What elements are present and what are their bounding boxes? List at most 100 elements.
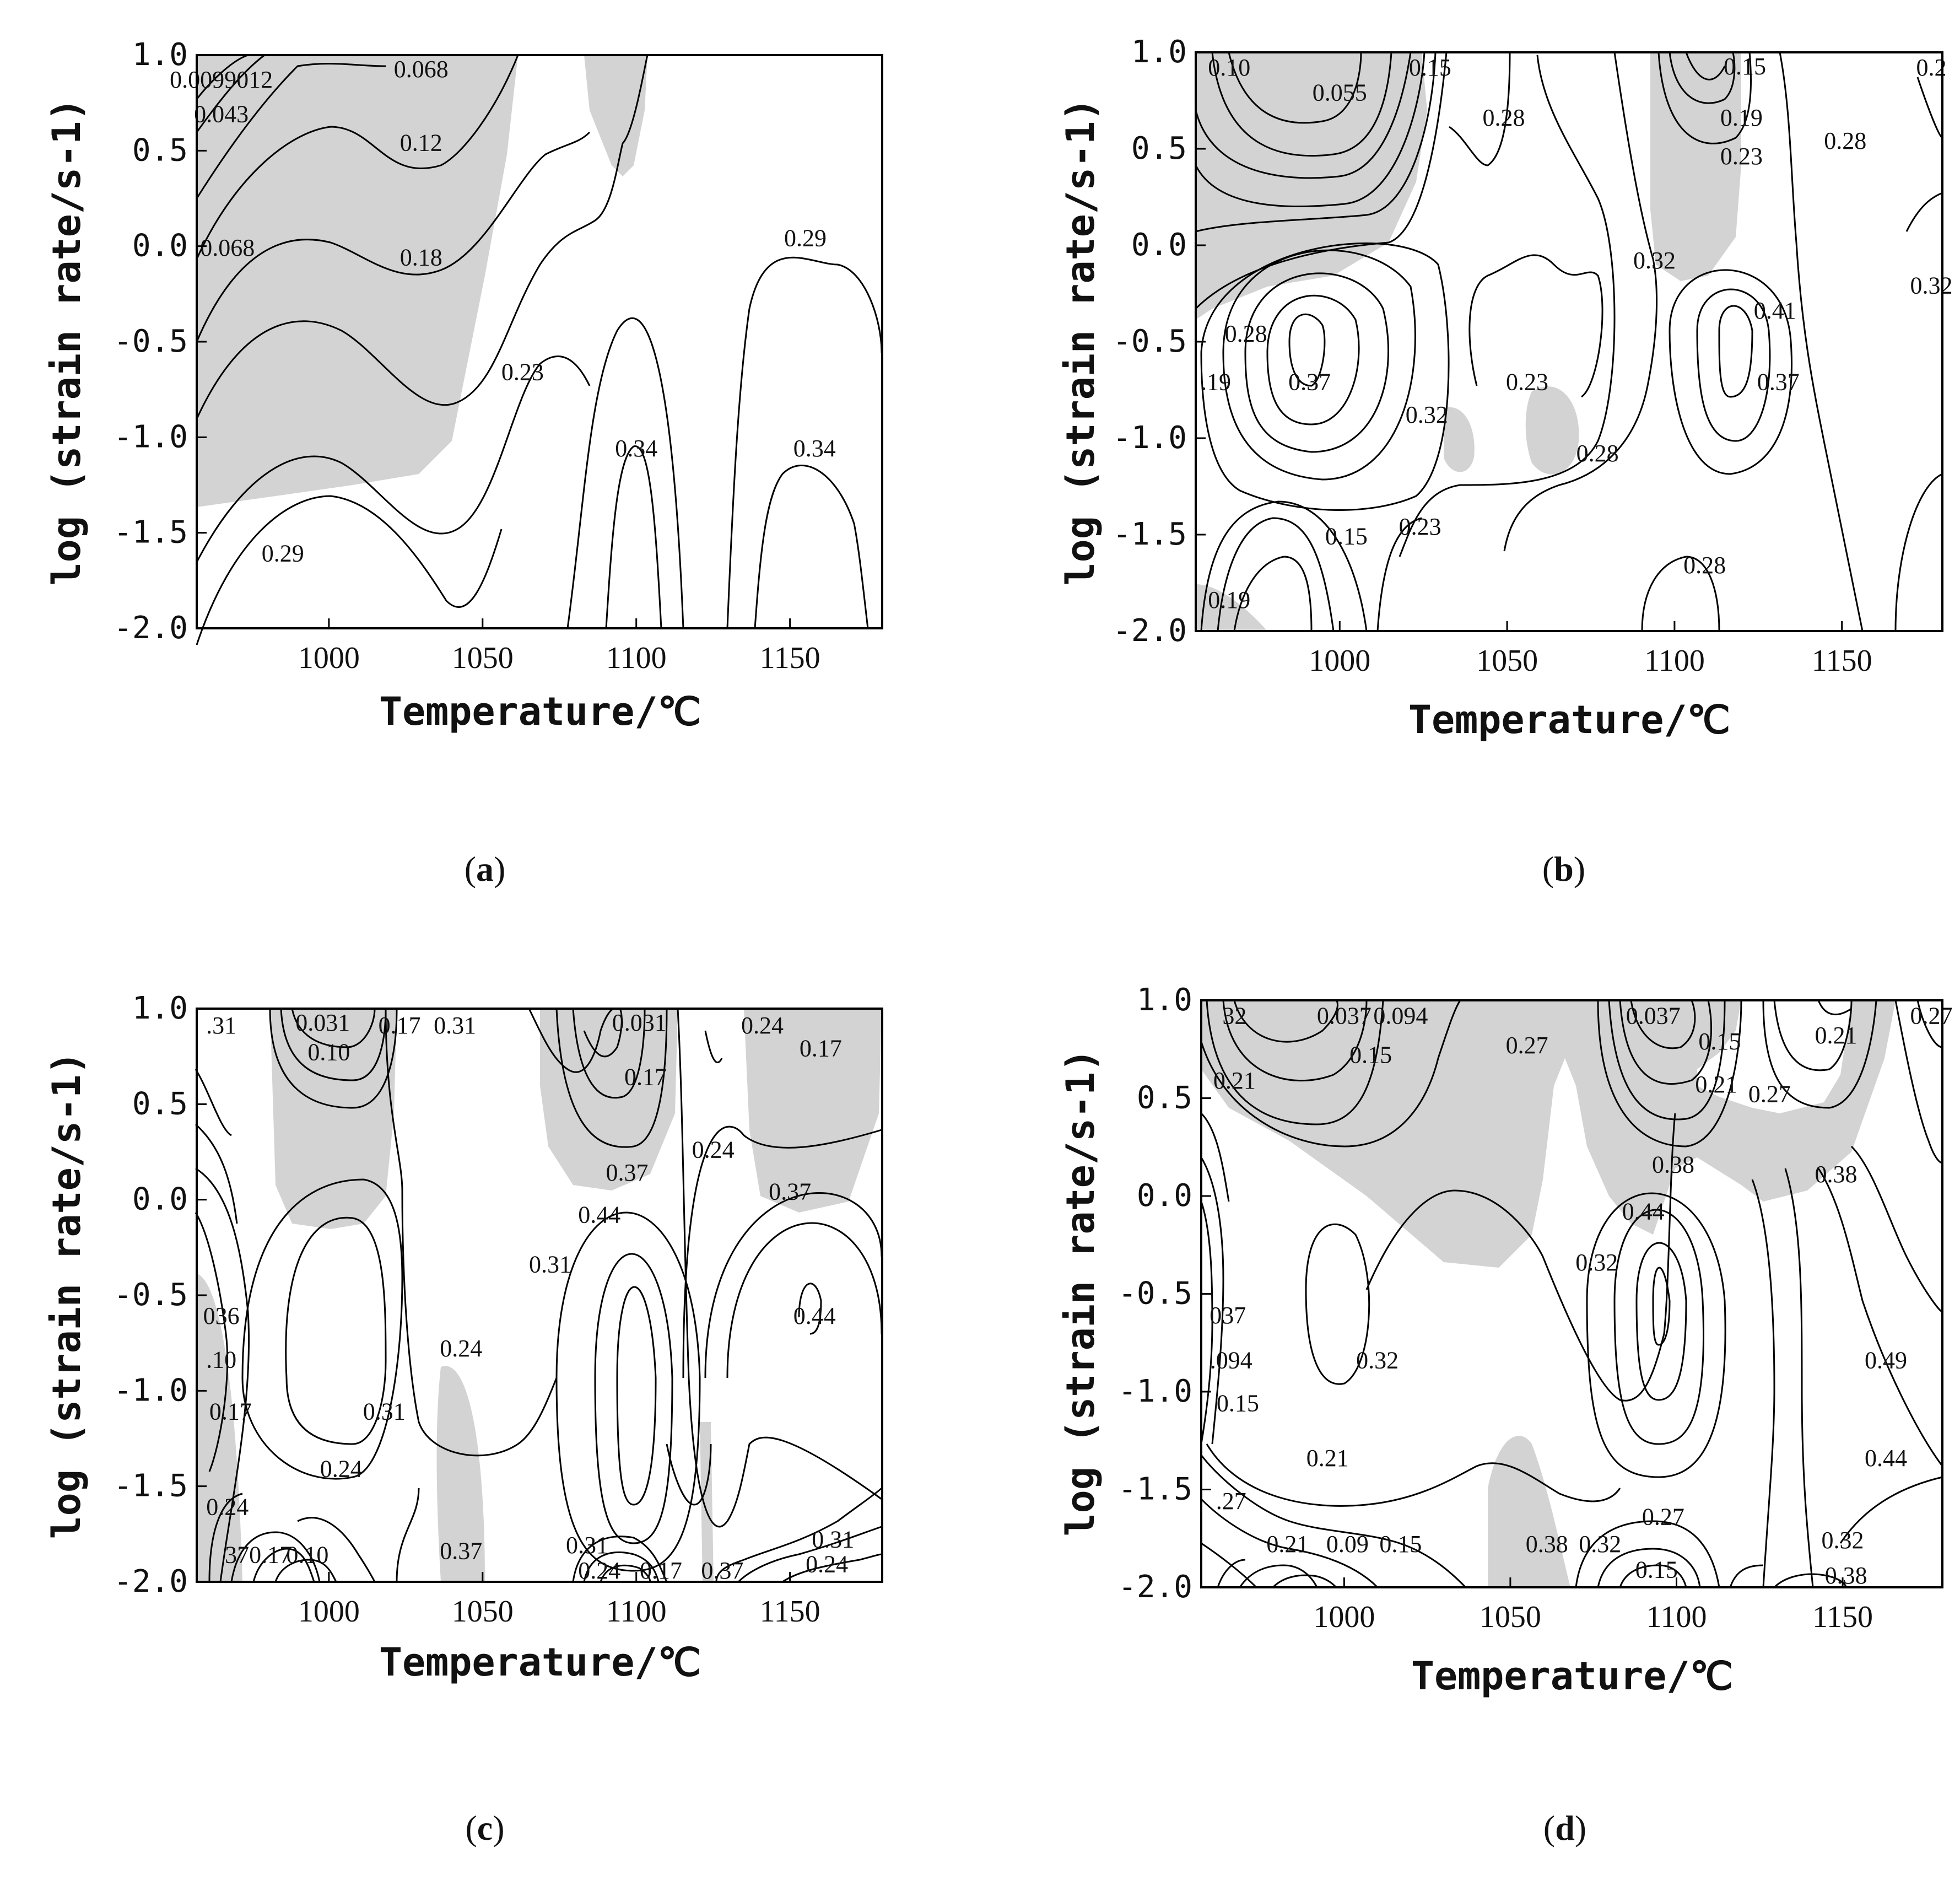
x-tick-label: 1000 xyxy=(1313,1600,1375,1634)
x-axis-title: Temperature/℃ xyxy=(379,689,701,734)
contour-label: 0.068 xyxy=(200,234,255,261)
y-tick-label: -2.0 xyxy=(1118,1569,1192,1605)
shaded-region xyxy=(1488,1436,1570,1587)
x-tick-label: 1000 xyxy=(298,1595,360,1629)
contour-label: 0.24 xyxy=(806,1551,848,1578)
contour-label: 0.12 xyxy=(400,129,442,156)
contour-label: 0.31 xyxy=(434,1012,476,1039)
contour-label: 0.27 xyxy=(1748,1081,1791,1108)
y-tick-label: -0.5 xyxy=(1113,324,1187,359)
contour-label: 0.31 xyxy=(812,1526,854,1553)
contour-chart-a: 0.068 0.0099012 0.043 0.12 0.068 0.18 0.29 0.23… xyxy=(44,37,883,734)
contour-label: 0.031 xyxy=(612,1009,667,1036)
contour-chart-c: 0.031 .31 0.10 0.17 0.31 0.031 0.24 0.17 0.17 0.2… xyxy=(44,990,883,1685)
contour-label: 0.24 xyxy=(578,1557,620,1584)
contour-label: 0.23 xyxy=(501,358,544,385)
axis-ticks: 1000 1050 1100 1150 -2.0 -1.5 -1.0 -0.5 0.0 0.5 1.… xyxy=(114,990,820,1629)
contour-label: 0.37 xyxy=(1757,369,1800,396)
x-tick-label: 1050 xyxy=(452,641,514,675)
contour-label: 0.21 xyxy=(1213,1067,1256,1094)
y-axis-title: log (strain rate/s-1) xyxy=(44,1051,89,1539)
contour-label: .094 xyxy=(1210,1346,1252,1373)
y-axis-title: log (strain rate/s-1) xyxy=(44,98,89,585)
contour-label: 0.17 xyxy=(624,1064,667,1091)
y-tick-label: 0.0 xyxy=(132,1182,188,1218)
y-tick-label: -1.5 xyxy=(1118,1472,1192,1507)
contour-label: 0.24 xyxy=(206,1494,249,1521)
y-tick-label: 0.5 xyxy=(132,1086,188,1122)
y-tick-label: 0.5 xyxy=(1137,1080,1192,1116)
y-tick-label: 1.0 xyxy=(1131,34,1187,70)
contour-label: 0.10 xyxy=(286,1541,328,1568)
contour-label: 0.32 xyxy=(1633,247,1676,274)
contour-label: 0.15 xyxy=(1698,1028,1741,1055)
contour-label: 0.28 xyxy=(1576,440,1619,467)
y-tick-label: 0.5 xyxy=(1131,131,1187,166)
contour-label: 0.27 xyxy=(1506,1032,1548,1059)
y-tick-label: -1.5 xyxy=(1113,516,1187,552)
contour-label: 0.068 xyxy=(394,56,449,83)
contour-label: 0.037 xyxy=(1317,1003,1372,1030)
contour-label: 0.28 xyxy=(1483,104,1525,131)
contour-label: .10 xyxy=(206,1346,236,1373)
contour-label: 0.28 xyxy=(1683,552,1726,579)
contour-label-group: 0.100.0550.150.280.150.190.230.280.20.32… xyxy=(1201,53,1953,613)
contour-label: 0.32 xyxy=(1356,1346,1399,1373)
y-tick-label: -0.5 xyxy=(114,1277,188,1313)
x-tick-label: 1000 xyxy=(298,641,360,675)
contour-label: 0.19 xyxy=(1208,586,1250,613)
contour-label: 0.23 xyxy=(1399,513,1441,540)
panel-a: 0.068 0.0099012 0.043 0.12 0.068 0.18 0.29 0.23… xyxy=(0,0,980,940)
contour-label: 370.17 xyxy=(225,1541,291,1568)
shaded-region xyxy=(540,1009,678,1191)
shaded-region xyxy=(584,55,647,176)
panel-b: 0.10 0.055 0.15 0.28 0.15 0.19 0.23 0.28 0.2 0.32… xyxy=(981,0,1960,940)
contour-label: 0.037 xyxy=(1626,1003,1681,1030)
contour-label: 0.37 xyxy=(606,1159,648,1186)
contour-label: 0.055 xyxy=(1313,79,1367,106)
x-tick-label: 1150 xyxy=(760,1595,820,1629)
panel-caption: (d) xyxy=(1543,1808,1587,1847)
panel-caption: (b) xyxy=(1542,849,1586,888)
contour-label: 0.31 xyxy=(363,1398,406,1425)
y-tick-label: 0.0 xyxy=(1131,227,1187,263)
x-tick-label: 1000 xyxy=(1309,644,1370,678)
axis-ticks: 1000 1050 1100 1150 -2.0 -1.5 -1.0 -0.5 0.0 0.5 1.… xyxy=(1113,34,1872,678)
y-tick-label: 1.0 xyxy=(1137,982,1192,1018)
contour-label: 0.37 xyxy=(1288,369,1331,396)
x-tick-label: 1050 xyxy=(452,1595,514,1629)
contour-label: 036 xyxy=(203,1302,240,1329)
contour-label: 0.32 xyxy=(1575,1249,1618,1276)
contour-label: 0.23 xyxy=(1720,143,1763,170)
y-tick-label: -1.5 xyxy=(114,515,188,551)
y-tick-label: 1.0 xyxy=(132,990,188,1026)
contour-label: 0.15 xyxy=(1217,1390,1259,1417)
y-tick-label: 0.0 xyxy=(1137,1178,1192,1214)
contour-chart-b: 0.100.0550.150.280.150.190.230.280.20.32… xyxy=(1058,34,1953,742)
shaded-region xyxy=(1196,52,1427,320)
y-tick-label: -1.5 xyxy=(114,1468,188,1504)
x-axis-title: Temperature/℃ xyxy=(1408,697,1730,742)
contour-label: 0.32 xyxy=(1910,272,1953,299)
x-tick-label: 1150 xyxy=(1812,1600,1873,1634)
contour-label: 0.38 xyxy=(1526,1531,1568,1558)
contour-label: 0.21 xyxy=(1306,1445,1349,1472)
shaded-region xyxy=(1196,584,1267,631)
panel-d: 32 0.037 0.094 0.15 0.27 0.037 0.15 0.21 0.27 0.2… xyxy=(981,948,1960,1879)
panel-caption: (c) xyxy=(465,1808,505,1847)
contour-label: 0.21 xyxy=(1815,1022,1857,1049)
x-tick-label: 1050 xyxy=(1476,644,1538,678)
contour-label: 0.49 xyxy=(1865,1346,1907,1373)
contour-label: 0.38 xyxy=(1652,1151,1694,1178)
shaded-region xyxy=(1444,407,1475,472)
shaded-region xyxy=(197,55,518,507)
contour-label: 0.15 xyxy=(1325,523,1368,550)
shaded-region xyxy=(1650,52,1741,281)
contour-label: 0.10 xyxy=(307,1039,350,1066)
x-axis-title: Temperature/℃ xyxy=(1411,1653,1733,1699)
contour-label: 0.28 xyxy=(1824,127,1866,154)
contour-label: 0.24 xyxy=(741,1012,784,1039)
contour-label: 0.31 xyxy=(529,1251,571,1278)
